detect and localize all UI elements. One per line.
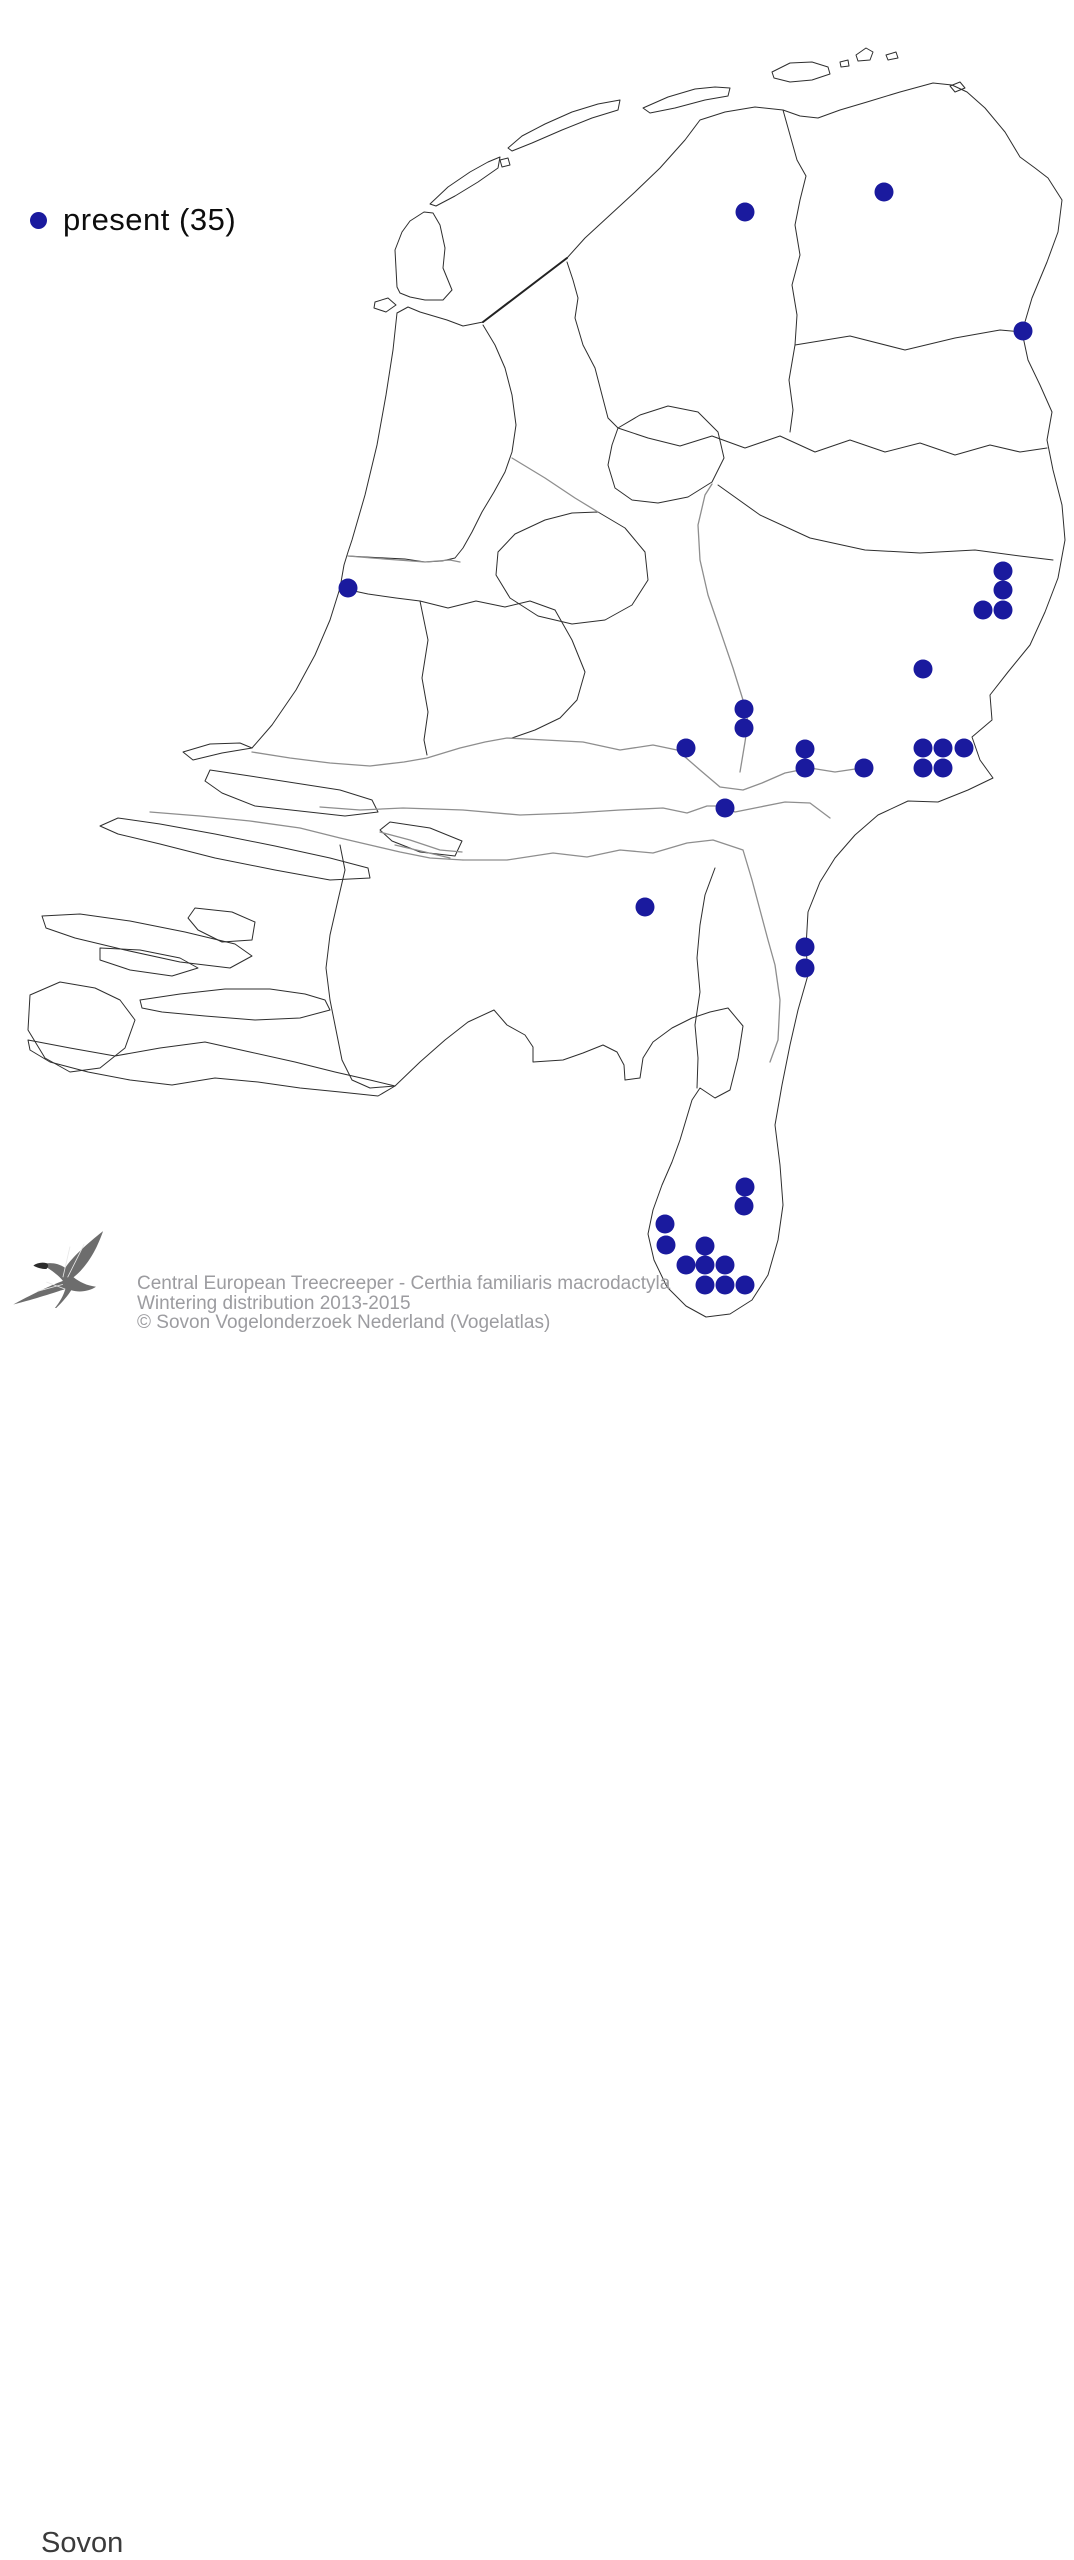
presence-marker <box>656 1235 676 1255</box>
logo-wordmark: Sovon <box>41 2527 124 2559</box>
presence-marker <box>734 1196 754 1216</box>
presence-marker <box>735 1177 755 1197</box>
presence-marker <box>735 1275 755 1295</box>
presence-marker <box>715 1275 735 1295</box>
presence-marker <box>795 958 815 978</box>
presence-marker <box>695 1255 715 1275</box>
rivers-and-canals <box>149 457 863 1063</box>
presence-marker <box>993 561 1013 581</box>
presence-marker <box>913 738 933 758</box>
presence-marker <box>1013 321 1033 341</box>
presence-marker <box>993 600 1013 620</box>
presence-marker <box>715 1255 735 1275</box>
presence-markers-layer <box>338 182 1033 1295</box>
legend: present (35) <box>30 197 236 243</box>
presence-marker <box>695 1275 715 1295</box>
presence-marker <box>795 739 815 759</box>
swallow-icon <box>13 1231 104 1313</box>
map-stage: present (35) Sovon Central European Tree… <box>10 47 1066 2559</box>
presence-marker <box>795 758 815 778</box>
presence-marker <box>735 202 755 222</box>
presence-marker <box>676 738 696 758</box>
presence-marker <box>676 1255 696 1275</box>
presence-marker <box>933 758 953 778</box>
legend-label: present (35) <box>63 202 237 237</box>
presence-marker <box>874 182 894 202</box>
presence-marker <box>635 897 655 917</box>
presence-marker <box>338 578 358 598</box>
copyright-line: © Sovon Vogelonderzoek Nederland (Vogela… <box>137 1312 551 1333</box>
presence-marker <box>655 1214 675 1234</box>
presence-marker <box>913 758 933 778</box>
presence-marker <box>734 718 754 738</box>
sovon-logo: Sovon <box>10 1230 135 2559</box>
presence-marker <box>734 699 754 719</box>
presence-marker <box>933 738 953 758</box>
presence-marker <box>954 738 974 758</box>
presence-marker <box>795 937 815 957</box>
map-caption: Central European Treecreeper - Certhia f… <box>137 1274 670 1333</box>
presence-marker <box>973 600 993 620</box>
distribution-subtitle: Wintering distribution 2013-2015 <box>137 1292 411 1314</box>
presence-marker <box>993 580 1013 600</box>
netherlands-map <box>27 47 1066 1318</box>
presence-marker <box>913 659 933 679</box>
presence-marker <box>854 758 874 778</box>
species-title: Central European Treecreeper - Certhia f… <box>137 1273 671 1294</box>
presence-marker-swatch <box>30 211 47 229</box>
presence-marker <box>715 798 735 818</box>
presence-marker <box>695 1236 715 1256</box>
